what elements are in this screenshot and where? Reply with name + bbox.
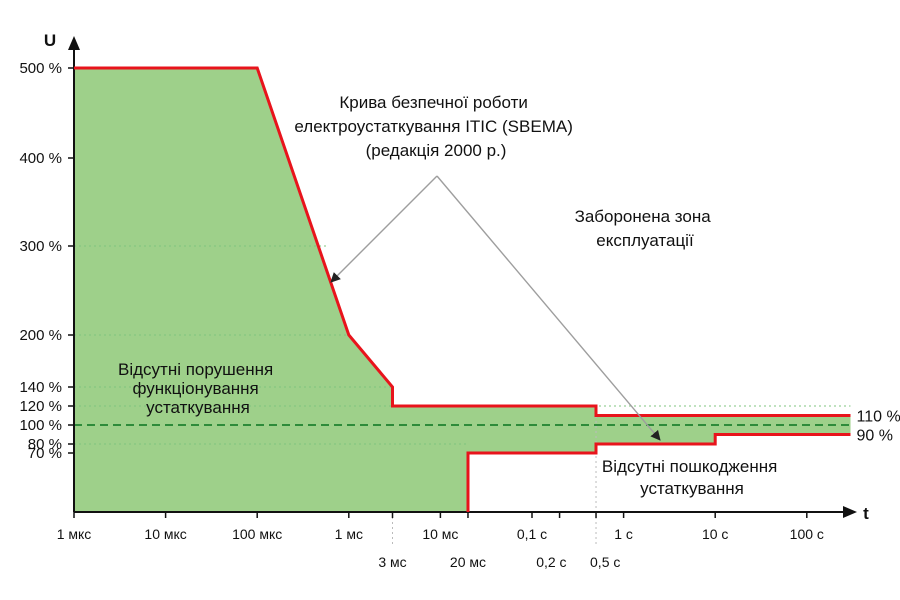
x-axis-label: t	[863, 504, 869, 523]
x-tick-label: 10 мс	[422, 526, 458, 542]
y-axis-arrow-icon	[68, 36, 80, 50]
x-axis-arrow-icon	[843, 506, 857, 518]
x-tick-label: 1 мс	[335, 526, 363, 542]
y-tick-label: 80 %	[28, 436, 62, 453]
x-marker-label: 0,2 с	[536, 554, 566, 570]
curve-title-annotation: Крива безпечної роботи електроустаткуван…	[294, 93, 577, 160]
x-marker-label: 0,5 с	[590, 554, 620, 570]
y-tick-label: 300 %	[19, 238, 62, 255]
upper-tolerance-curve	[74, 66, 851, 417]
no-disruption-annotation: Відсутні порушення функціонування устатк…	[118, 360, 278, 417]
limit-labels: 110 % 90 %	[857, 409, 900, 445]
y-tick-label: 70 %	[28, 445, 62, 462]
y-tick-label: 200 %	[19, 327, 62, 344]
y-tick-label: 100 %	[19, 417, 62, 434]
x-tick-label: 10 с	[702, 526, 728, 542]
x-marker-label: 3 мс	[378, 554, 406, 570]
x-marker-label: 20 мс	[450, 554, 486, 570]
x-tick-labels: 1 мкс 10 мкс 100 мкс 1 мс 10 мс 0,1 с 1 с 10 с 1…	[57, 512, 824, 542]
x-marker-labels: 3 мс 20 мс 0,2 с 0,5 с	[378, 554, 620, 570]
x-tick-label: 10 мкс	[144, 526, 186, 542]
pointer-to-upper-curve	[330, 175, 438, 283]
x-tick-label: 1 мкс	[57, 526, 92, 542]
pointer-to-lower-curve	[436, 175, 661, 441]
y-tick-label: 140 %	[19, 379, 62, 396]
y-tick-label: 400 %	[19, 150, 62, 167]
x-tick-label: 100 мкс	[232, 526, 282, 542]
y-axis-label: U	[44, 31, 56, 50]
safe-operation-zone	[74, 68, 851, 512]
prohibited-zone-annotation: Заборонена зона експлуатації	[575, 207, 716, 250]
grid-lines	[74, 245, 851, 445]
y-tick-labels: 70 %80 % 100 % 120 % 140 % 200 % 300 % 400 % 50…	[19, 60, 74, 462]
x-tick-label: 0,1 с	[517, 526, 547, 542]
x-tick-label: 1 с	[614, 526, 633, 542]
lower-tolerance-curve	[466, 433, 851, 512]
limit-label: 110 %	[857, 409, 900, 426]
limit-label: 90 %	[857, 428, 893, 445]
no-damage-annotation: Відсутні пошкодження устаткування	[602, 457, 782, 498]
y-tick-label: 120 %	[19, 398, 62, 415]
y-tick-label: 500 %	[19, 60, 62, 77]
x-tick-label: 100 с	[790, 526, 824, 542]
